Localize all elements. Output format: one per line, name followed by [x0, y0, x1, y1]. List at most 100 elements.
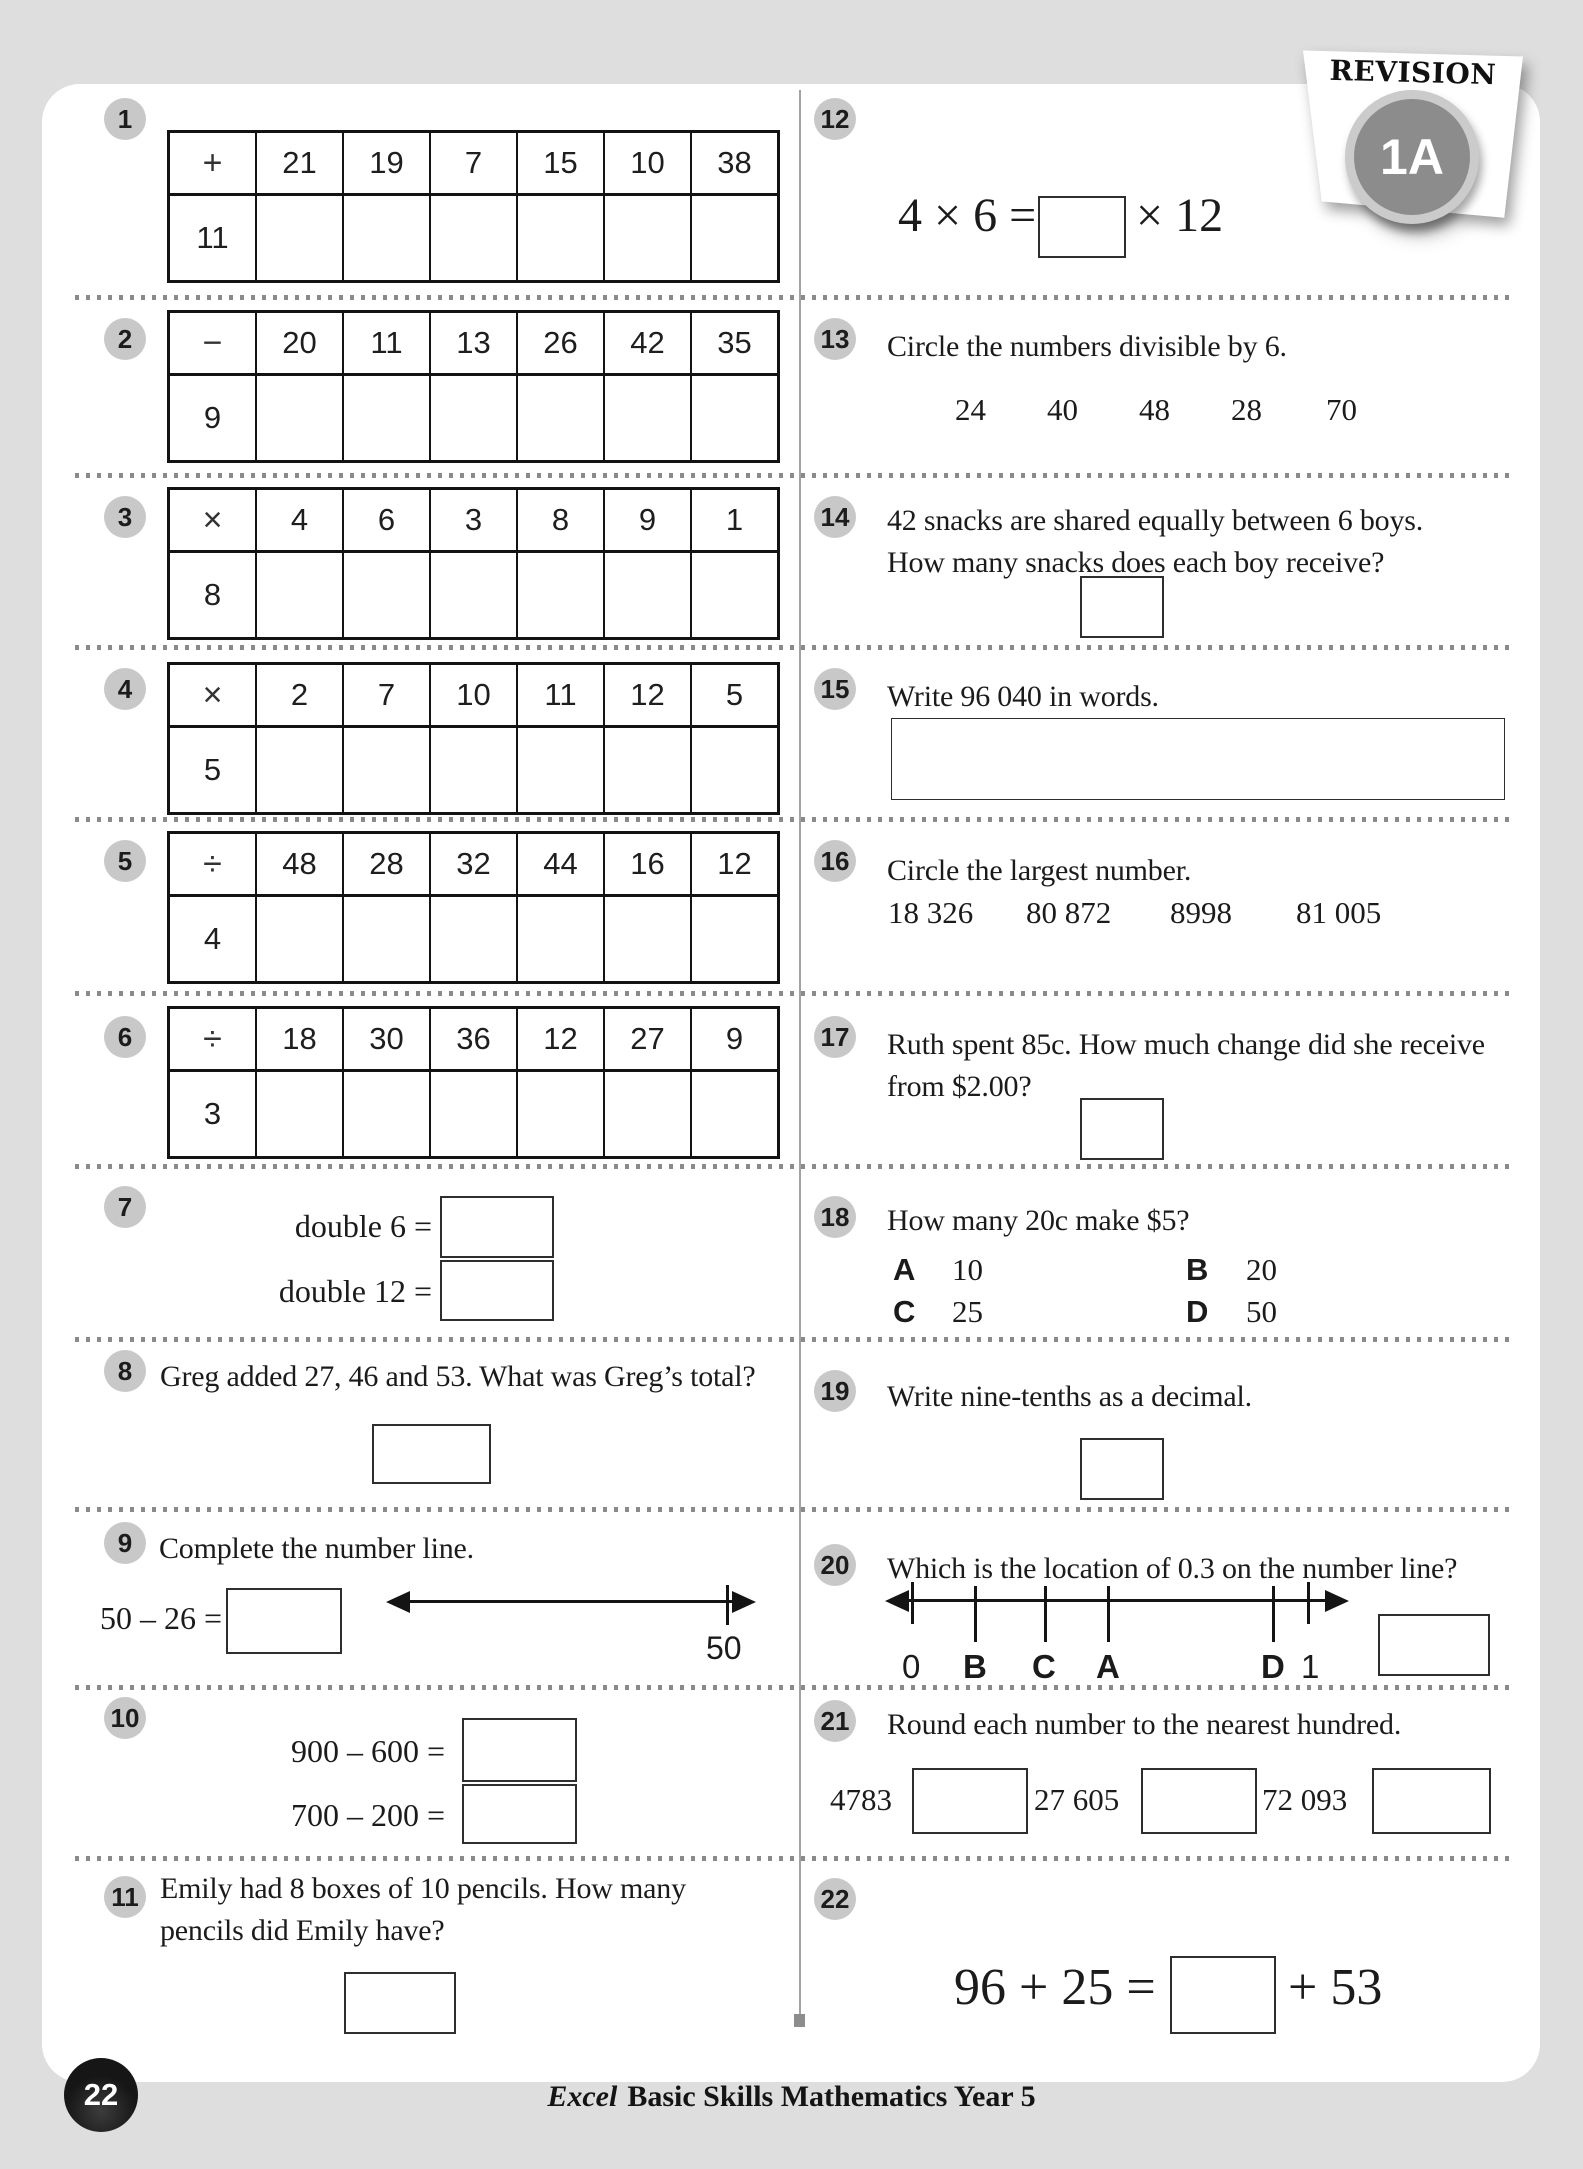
q5-left-operand: 4: [167, 894, 257, 984]
q6-answer-cell[interactable]: [342, 1069, 431, 1159]
q2-answer-cell[interactable]: [429, 373, 518, 463]
q9-answer-box[interactable]: [226, 1588, 342, 1654]
question-number-5: 5: [104, 840, 146, 882]
q3-header-cell: 3: [429, 487, 518, 553]
q3-left-operand: 8: [167, 550, 257, 640]
q18-option-letter-d[interactable]: D: [1186, 1294, 1209, 1329]
q12-answer-box[interactable]: [1038, 196, 1126, 258]
q10-answer-box-2[interactable]: [462, 1784, 577, 1844]
q4-answer-cell[interactable]: [342, 725, 431, 815]
q20-label-b[interactable]: B: [963, 1648, 987, 1685]
q2-answer-cell[interactable]: [255, 373, 344, 463]
q20-answer-box[interactable]: [1378, 1614, 1490, 1676]
q6-answer-cell[interactable]: [603, 1069, 692, 1159]
q3-answer-cell[interactable]: [255, 550, 344, 640]
q1-answer-cell[interactable]: [516, 193, 605, 283]
q10-answer-box-1[interactable]: [462, 1718, 577, 1782]
q3-answer-cell[interactable]: [342, 550, 431, 640]
q6-answer-cell[interactable]: [516, 1069, 605, 1159]
row-separator: [75, 473, 1512, 478]
q19-answer-box[interactable]: [1080, 1438, 1164, 1500]
row-separator: [75, 1507, 1512, 1512]
q13-number-option[interactable]: 24: [955, 392, 986, 427]
q11-answer-box[interactable]: [344, 1972, 456, 2034]
q4-header-cell: 10: [429, 662, 518, 728]
q2-answer-cell[interactable]: [516, 373, 605, 463]
q13-number-option[interactable]: 70: [1326, 392, 1357, 427]
q5-answer-cell[interactable]: [603, 894, 692, 984]
q6-answer-cell[interactable]: [690, 1069, 780, 1159]
q21-answer-box-3[interactable]: [1372, 1768, 1491, 1834]
q4-answer-cell[interactable]: [516, 725, 605, 815]
q7-answer-box-1[interactable]: [440, 1196, 554, 1258]
q1-answer-cell[interactable]: [255, 193, 344, 283]
q18-option-value-b[interactable]: 20: [1246, 1252, 1277, 1287]
q4-header-cell: 7: [342, 662, 431, 728]
q5-header-cell: 48: [255, 831, 344, 897]
q3-answer-cell[interactable]: [690, 550, 780, 640]
q22-answer-box[interactable]: [1170, 1956, 1276, 2034]
q6-header-cell: 12: [516, 1006, 605, 1072]
q20-label-c[interactable]: C: [1032, 1648, 1056, 1685]
q2-answer-cell[interactable]: [603, 373, 692, 463]
q4-answer-cell[interactable]: [429, 725, 518, 815]
q20-label-a[interactable]: A: [1096, 1648, 1120, 1685]
q19-question-text: Write nine-tenths as a decimal.: [887, 1380, 1252, 1413]
q21-question-text: Round each number to the nearest hundred…: [887, 1708, 1402, 1741]
q16-number-option[interactable]: 80 872: [1026, 895, 1112, 930]
q20-tick-c: [1044, 1586, 1047, 1642]
q9-endpoint-label: 50: [706, 1630, 742, 1666]
q7-answer-box-2[interactable]: [440, 1260, 554, 1321]
q13-number-option[interactable]: 48: [1139, 392, 1170, 427]
q18-question-text: How many 20c make $5?: [887, 1204, 1190, 1237]
q6-answer-cell[interactable]: [429, 1069, 518, 1159]
q18-option-letter-b[interactable]: B: [1186, 1252, 1209, 1287]
q18-option-letter-a[interactable]: A: [893, 1252, 916, 1287]
q20-tick-d: [1272, 1586, 1275, 1642]
q1-answer-cell[interactable]: [342, 193, 431, 283]
q1-answer-cell[interactable]: [603, 193, 692, 283]
q13-number-option[interactable]: 28: [1231, 392, 1262, 427]
q18-option-value-a[interactable]: 10: [952, 1252, 983, 1287]
q6-operator: ÷: [167, 1006, 257, 1072]
q5-answer-cell[interactable]: [516, 894, 605, 984]
q16-number-option[interactable]: 18 326: [888, 895, 974, 930]
q6-answer-cell[interactable]: [255, 1069, 344, 1159]
q21-answer-box-2[interactable]: [1141, 1768, 1257, 1834]
q5-answer-cell[interactable]: [255, 894, 344, 984]
q5-answer-cell[interactable]: [342, 894, 431, 984]
row-separator: [75, 817, 1512, 822]
q2-answer-cell[interactable]: [690, 373, 780, 463]
q5-answer-cell[interactable]: [429, 894, 518, 984]
q15-answer-box[interactable]: [891, 718, 1505, 800]
q13-number-option[interactable]: 40: [1047, 392, 1078, 427]
q5-answer-cell[interactable]: [690, 894, 780, 984]
q17-answer-box[interactable]: [1080, 1098, 1164, 1160]
q18-option-value-c[interactable]: 25: [952, 1294, 983, 1329]
q1-header-cell: 21: [255, 130, 344, 196]
q16-number-option[interactable]: 81 005: [1296, 895, 1382, 930]
q2-header-cell: 42: [603, 310, 692, 376]
question-number-18: 18: [814, 1196, 856, 1238]
q3-answer-cell[interactable]: [516, 550, 605, 640]
question-number-12: 12: [814, 98, 856, 140]
q14-answer-box[interactable]: [1080, 576, 1164, 638]
q1-answer-cell[interactable]: [429, 193, 518, 283]
q20-label-d[interactable]: D: [1261, 1648, 1285, 1685]
q21-answer-box-1[interactable]: [912, 1768, 1028, 1834]
q20-tick-1: [1307, 1582, 1310, 1624]
q1-answer-cell[interactable]: [690, 193, 780, 283]
q16-number-option[interactable]: 8998: [1170, 895, 1232, 930]
q8-answer-box[interactable]: [372, 1424, 491, 1484]
q4-answer-cell[interactable]: [255, 725, 344, 815]
q4-answer-cell[interactable]: [690, 725, 780, 815]
q3-answer-cell[interactable]: [429, 550, 518, 640]
q4-left-operand: 5: [167, 725, 257, 815]
q18-option-letter-c[interactable]: C: [893, 1294, 916, 1329]
q4-answer-cell[interactable]: [603, 725, 692, 815]
row-separator: [75, 1337, 1512, 1342]
q18-option-value-d[interactable]: 50: [1246, 1294, 1277, 1329]
q21-number-2: 27 605: [1034, 1782, 1120, 1817]
q3-answer-cell[interactable]: [603, 550, 692, 640]
q2-answer-cell[interactable]: [342, 373, 431, 463]
